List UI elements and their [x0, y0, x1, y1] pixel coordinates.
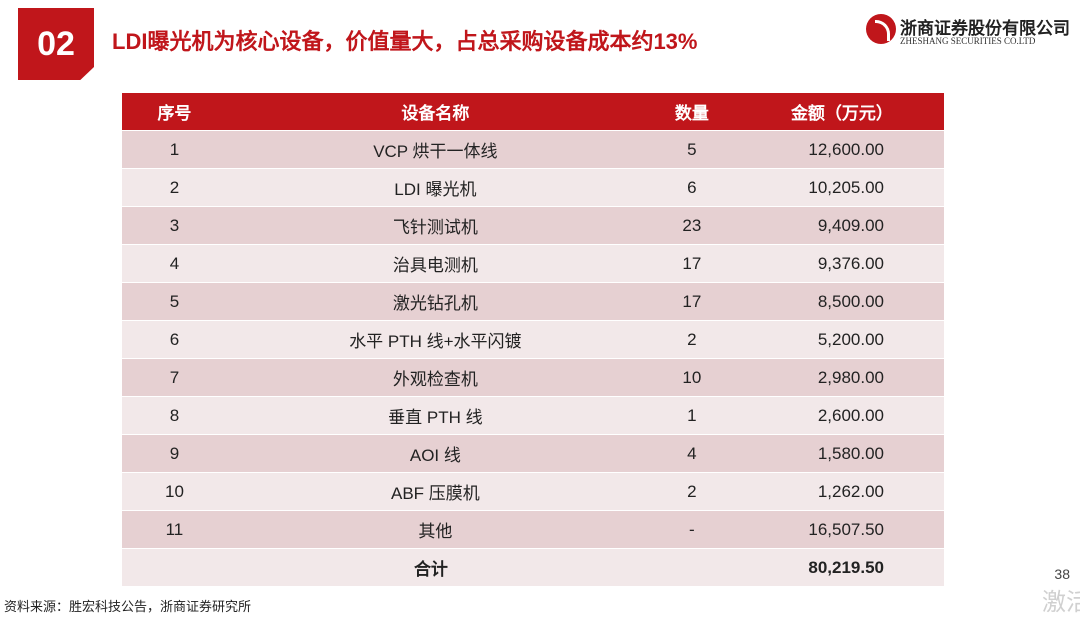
company-logo: 浙商证券股份有限公司 ZHESHANG SECURITIES CO.LTD [866, 12, 1070, 52]
logo-icon [866, 14, 896, 44]
section-badge-gap [0, 0, 18, 80]
cell-amount: 8,500.00 [739, 282, 944, 321]
cell-index: 8 [122, 396, 227, 435]
cell-qty: 2 [643, 472, 740, 511]
table-row: 4 治具电测机 17 9,376.00 [122, 244, 944, 283]
cell-qty: 17 [643, 282, 740, 321]
cell-index: 6 [122, 320, 227, 359]
cell-name: 水平 PTH 线+水平闪镀 [226, 320, 644, 359]
cell-name: 外观检查机 [226, 358, 644, 397]
source-note: 资料来源：胜宏科技公告，浙商证券研究所 [4, 599, 252, 614]
cell-name: 其他 [226, 510, 644, 549]
table-row: 11 其他 -16,507.50 [122, 510, 944, 549]
table-row: 6 水平 PTH 线+水平闪镀 2 5,200.00 [122, 320, 944, 359]
cell-amount: 9,409.00 [739, 206, 944, 245]
cell-amount: 5,200.00 [739, 320, 944, 359]
cell-index: 9 [122, 434, 227, 473]
cell-index: 7 [122, 358, 227, 397]
table-row: 1 VCP 烘干一体线 5 12,600.00 [122, 130, 944, 169]
table-row: 3 飞针测试机 23 9,409.00 [122, 206, 944, 245]
cell-index: 1 [122, 130, 227, 169]
cell-index: 2 [122, 168, 227, 207]
table-header-row: 序号 设备名称 数量 金额（万元） [122, 93, 944, 131]
cell-name: LDI 曝光机 [226, 168, 644, 207]
cell-qty: 6 [643, 168, 740, 207]
cell-name: 治具电测机 [226, 244, 644, 283]
cell-amount: 9,376.00 [739, 244, 944, 283]
column-header-name: 设备名称 [226, 93, 644, 131]
table-row: 2 LDI 曝光机 6 10,205.00 [122, 168, 944, 207]
cell-qty: 5 [643, 130, 740, 169]
cell-amount: 2,980.00 [739, 358, 944, 397]
cell-index: 3 [122, 206, 227, 245]
total-amount: 80,219.50 [739, 548, 944, 586]
cell-qty: 17 [643, 244, 740, 283]
table-total-row: 合计 80,219.50 [122, 548, 944, 586]
cell-amount: 16,507.50 [739, 510, 944, 549]
cell-index: 10 [122, 472, 227, 511]
cell-name: ABF 压膜机 [226, 472, 644, 511]
cell-amount: 12,600.00 [739, 130, 944, 169]
total-label: 合计 [122, 548, 740, 586]
cell-amount: 10,205.00 [739, 168, 944, 207]
cell-name: 飞针测试机 [226, 206, 644, 245]
cell-index: 11 [122, 510, 227, 549]
logo-en-text: ZHESHANG SECURITIES CO.LTD [900, 36, 1036, 46]
cell-name: 垂直 PTH 线 [226, 396, 644, 435]
page-title: LDI曝光机为核心设备，价值量大，占总采购设备成本约13% [112, 29, 698, 54]
cell-amount: 1,262.00 [739, 472, 944, 511]
table-row: 8 垂直 PTH 线 1 2,600.00 [122, 396, 944, 435]
cell-qty: 4 [643, 434, 740, 473]
table-row: 5 激光钻孔机 17 8,500.00 [122, 282, 944, 321]
page-number: 38 [1054, 566, 1070, 582]
logo-cn-text: 浙商证券股份有限公司 [900, 19, 1070, 39]
table-row: 10 ABF 压膜机 2 1,262.00 [122, 472, 944, 511]
cell-index: 5 [122, 282, 227, 321]
watermark: 激活 [1042, 589, 1080, 616]
cell-amount: 2,600.00 [739, 396, 944, 435]
equipment-table: 序号 设备名称 数量 金额（万元） 1 VCP 烘干一体线 5 12,600.00 2 L… [122, 93, 944, 586]
section-number: 02 [18, 8, 94, 80]
table-row: 7 外观检查机 10 2,980.00 [122, 358, 944, 397]
cell-qty: 10 [643, 358, 740, 397]
cell-qty: 1 [643, 396, 740, 435]
column-header-index: 序号 [122, 93, 227, 131]
column-header-qty: 数量 [643, 93, 740, 131]
column-header-amount: 金额（万元） [739, 93, 944, 131]
cell-qty: 23 [643, 206, 740, 245]
cell-name: VCP 烘干一体线 [226, 130, 644, 169]
cell-name: AOI 线 [226, 434, 644, 473]
cell-qty: 2 [643, 320, 740, 359]
cell-qty: - [643, 510, 740, 549]
cell-amount: 1,580.00 [739, 434, 944, 473]
cell-name: 激光钻孔机 [226, 282, 644, 321]
cell-index: 4 [122, 244, 227, 283]
table-row: 9 AOI 线 4 1,580.00 [122, 434, 944, 473]
